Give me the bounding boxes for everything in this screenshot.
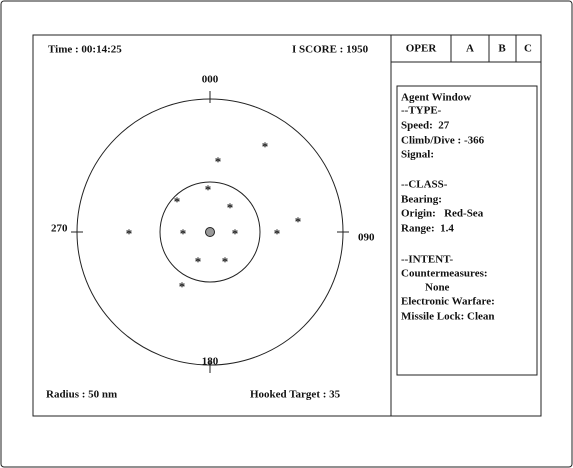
agent-line: Signal: xyxy=(401,149,434,161)
agent-line: Bearing: xyxy=(401,194,442,206)
agent-line: Speed: 27 xyxy=(401,120,450,132)
contact: * xyxy=(179,279,186,294)
agent-line: Origin: Red-Sea xyxy=(401,208,484,220)
hooked-target: Hooked Target : 35 xyxy=(250,389,341,401)
agent-line: --CLASS- xyxy=(401,179,448,191)
agent-line: --INTENT- xyxy=(401,254,453,266)
contact: * xyxy=(227,200,234,215)
contact: * xyxy=(126,226,133,241)
own-ship xyxy=(205,227,215,237)
agent-line: Electronic Warfare: xyxy=(401,296,495,308)
agent-line: Countermeasures: xyxy=(401,268,488,280)
tab: C xyxy=(524,43,532,55)
contact: * xyxy=(262,139,269,154)
display-frame xyxy=(32,34,542,417)
inner-range-ring xyxy=(159,181,261,283)
radius: Radius : 50 nm xyxy=(46,389,117,401)
contact: * xyxy=(222,254,229,269)
contact: * xyxy=(295,214,302,229)
agent-line: --TYPE- xyxy=(401,105,442,117)
score: I SCORE : 1950 xyxy=(292,44,369,56)
contact: * xyxy=(174,194,181,209)
agent-line: Climb/Dive : -366 xyxy=(401,135,485,147)
contact: * xyxy=(274,226,281,241)
bearing-label: 270 xyxy=(51,223,68,235)
agent-line: Missile Lock: Clean xyxy=(401,311,495,323)
contact: * xyxy=(180,226,187,241)
bearing-label: 090 xyxy=(358,232,375,244)
tab: A xyxy=(466,43,474,55)
agent-line: Range: 1.4 xyxy=(401,223,454,235)
bearing-label: 000 xyxy=(202,74,219,86)
agent-window-title: Agent Window xyxy=(401,92,471,104)
agent-line: None xyxy=(425,282,450,294)
bearing-label: 180 xyxy=(202,356,219,368)
agent-window xyxy=(396,85,538,376)
time: Time : 00:14:25 xyxy=(48,44,122,56)
contact: * xyxy=(195,254,202,269)
contact: * xyxy=(205,182,212,197)
tab: OPER xyxy=(406,43,438,55)
tab: B xyxy=(498,43,506,55)
contact: * xyxy=(232,226,239,241)
contact: * xyxy=(215,154,222,169)
